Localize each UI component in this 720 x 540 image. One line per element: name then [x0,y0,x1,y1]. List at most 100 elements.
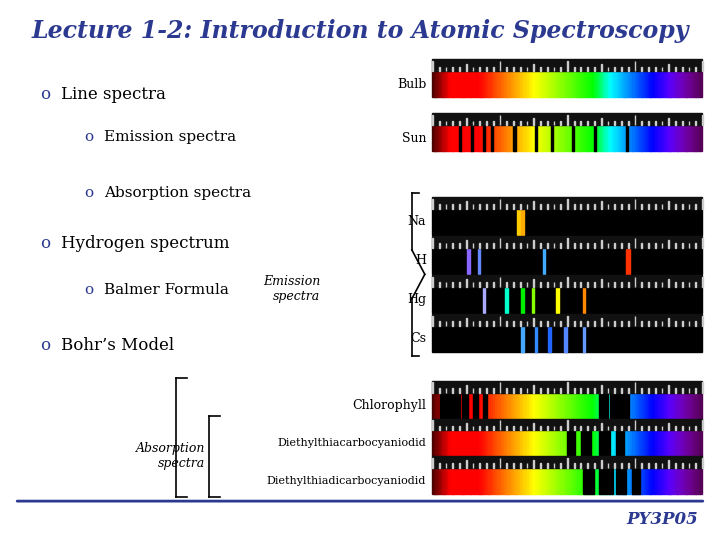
Bar [621,71,624,97]
Bar [534,393,536,418]
Bar [459,204,460,209]
Bar [675,120,676,125]
Bar [642,71,644,97]
Bar [612,125,615,151]
Bar [546,66,547,71]
Bar [628,430,631,456]
Bar [459,66,460,71]
Bar [592,393,594,418]
Bar [660,393,662,418]
Bar [628,66,629,71]
Bar [438,430,441,456]
Bar [554,125,556,151]
Bar [492,66,494,71]
Bar [594,393,597,418]
Bar [688,282,689,287]
Bar [459,463,460,468]
Bar [560,463,561,468]
Bar [502,393,504,418]
Bar [500,71,502,97]
Bar [684,468,687,494]
Bar [621,204,622,209]
Bar [600,279,602,287]
Bar [472,426,473,430]
Bar [585,125,588,151]
Bar [462,393,469,418]
Bar [526,388,527,393]
Bar [456,125,459,151]
Bar [554,430,556,456]
Bar [466,430,469,456]
Bar [542,71,545,97]
Bar [648,463,649,468]
Bar [542,430,545,456]
Bar [580,204,581,209]
Bar [632,125,635,151]
Bar [448,125,451,151]
Bar [472,388,473,393]
Bar [474,468,477,494]
Bar [600,385,602,393]
Bar [670,71,673,97]
Bar [682,393,684,418]
Bar [576,468,579,494]
Bar [558,468,561,494]
Bar [570,125,572,151]
Bar [624,125,626,151]
Text: Chlorophyll: Chlorophyll [352,399,426,412]
Bar [670,430,673,456]
Bar [582,125,585,151]
Bar [549,125,552,151]
Bar [470,430,473,456]
Bar [432,209,702,235]
Bar [506,468,509,494]
Bar [642,125,644,151]
Text: Line spectra: Line spectra [61,86,166,103]
Bar [684,430,687,456]
Bar [688,393,691,418]
Bar [642,430,644,456]
Bar [542,125,545,151]
Bar [614,426,615,430]
Bar [451,393,460,418]
Bar [639,125,642,151]
Bar [606,430,608,456]
Bar [495,430,498,456]
Bar [486,66,487,71]
Bar [583,468,594,494]
Bar [630,393,633,418]
Bar [520,204,521,209]
Bar [603,125,606,151]
Bar [696,71,698,97]
Bar [459,468,462,494]
Bar [702,420,703,430]
Bar [578,71,581,97]
Bar [648,393,651,418]
Bar [466,279,467,287]
Bar [432,115,433,125]
Bar [567,468,570,494]
Bar [564,468,567,494]
Bar [688,66,689,71]
Bar [432,456,702,468]
Bar [564,125,567,151]
Bar [668,201,669,209]
Bar [628,393,631,418]
Bar [462,430,464,456]
Bar [576,125,579,151]
Bar [594,71,597,97]
Bar [567,382,568,393]
Text: Emission spectra: Emission spectra [104,130,237,144]
Bar [567,458,568,468]
Bar [432,71,435,97]
Bar [450,430,453,456]
Bar [675,463,676,468]
Bar [484,468,487,494]
Bar [562,393,565,418]
Bar [606,71,608,97]
Bar [521,287,524,313]
Bar [438,282,440,287]
Bar [546,426,547,430]
Bar [614,430,617,456]
Bar [452,430,455,456]
